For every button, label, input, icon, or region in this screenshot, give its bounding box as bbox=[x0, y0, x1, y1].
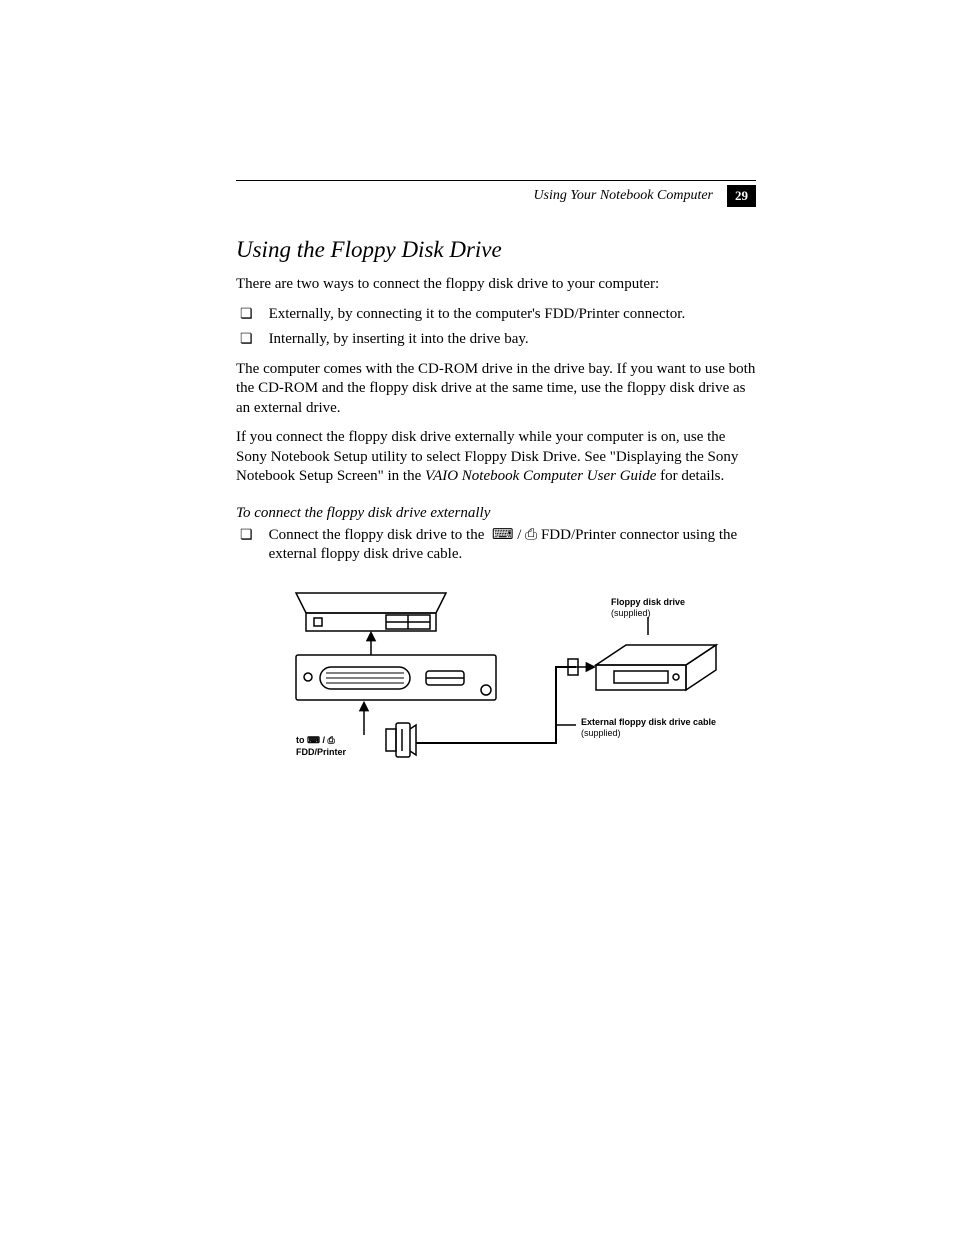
list-item: ❏ Internally, by inserting it into the d… bbox=[236, 330, 756, 350]
fdd-printer-icon: ⌨ / ⎙ bbox=[492, 527, 537, 543]
step-list: ❏ Connect the floppy disk drive to the ⌨… bbox=[236, 526, 756, 565]
intro-paragraph: There are two ways to connect the floppy… bbox=[236, 275, 756, 295]
svg-text:(supplied): (supplied) bbox=[581, 728, 621, 738]
paragraph: If you connect the floppy disk drive ext… bbox=[236, 428, 756, 487]
bullet-icon: ❏ bbox=[236, 330, 253, 350]
bullet-icon: ❏ bbox=[236, 526, 253, 565]
page-content: Using Your Notebook Computer 29 Using th… bbox=[236, 180, 756, 775]
svg-text:Floppy disk drive: Floppy disk drive bbox=[611, 597, 685, 607]
sub-heading: To connect the floppy disk drive externa… bbox=[236, 505, 756, 522]
step-text: Connect the floppy disk drive to the ⌨ /… bbox=[269, 526, 756, 565]
bullet-list: ❏ Externally, by connecting it to the co… bbox=[236, 305, 756, 350]
paragraph: The computer comes with the CD-ROM drive… bbox=[236, 360, 756, 419]
bullet-text: Internally, by inserting it into the dri… bbox=[269, 330, 756, 350]
svg-text:FDD/Printer: FDD/Printer bbox=[296, 747, 347, 757]
running-title: Using Your Notebook Computer bbox=[533, 188, 713, 204]
bullet-text: Externally, by connecting it to the comp… bbox=[269, 305, 756, 325]
svg-text:to ⌨ / ⎙: to ⌨ / ⎙ bbox=[296, 735, 335, 745]
text-run: Connect the floppy disk drive to the bbox=[269, 527, 492, 543]
bullet-icon: ❏ bbox=[236, 305, 253, 325]
section-title: Using the Floppy Disk Drive bbox=[236, 237, 756, 263]
page-number: 29 bbox=[727, 185, 756, 207]
connection-diagram: Floppy disk drive (supplied) External fl… bbox=[276, 575, 756, 775]
list-item: ❏ Connect the floppy disk drive to the ⌨… bbox=[236, 526, 756, 565]
text-run: for details. bbox=[656, 468, 724, 484]
text-italic: VAIO Notebook Computer User Guide bbox=[425, 468, 656, 484]
list-item: ❏ Externally, by connecting it to the co… bbox=[236, 305, 756, 325]
svg-text:External floppy disk drive cab: External floppy disk drive cable bbox=[581, 717, 716, 727]
running-header: Using Your Notebook Computer 29 bbox=[236, 185, 756, 207]
header-rule bbox=[236, 180, 756, 181]
svg-text:(supplied): (supplied) bbox=[611, 608, 651, 618]
